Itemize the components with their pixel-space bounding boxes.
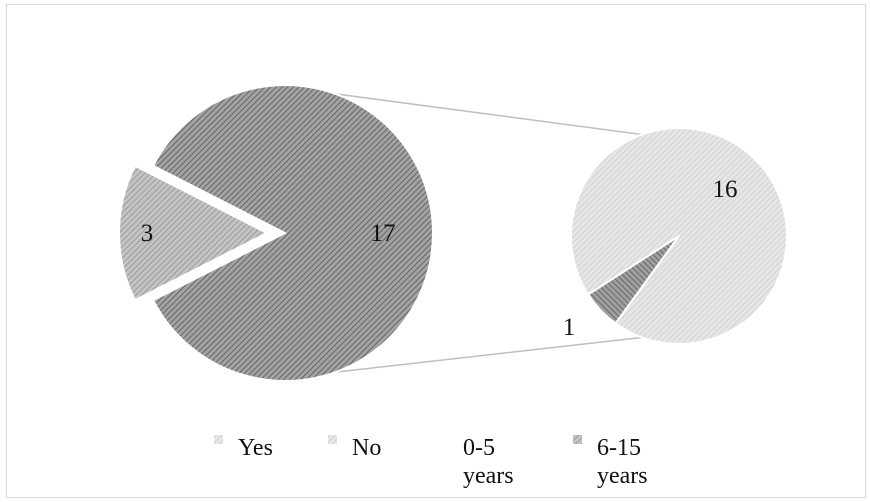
legend-swatch	[439, 435, 448, 444]
connector-line-top	[335, 93, 643, 136]
pie-slice-3	[117, 164, 270, 302]
primary-pie	[117, 84, 434, 382]
legend-label: years	[463, 463, 514, 489]
secondary-pie	[570, 127, 788, 345]
chart-frame: 3 17 16 1 Yes No 0-5 years 6-15 years	[6, 4, 866, 498]
data-labels: 3 17 16 1	[141, 176, 738, 341]
pie-slice-1	[586, 235, 680, 325]
legend-item-2: No	[328, 435, 381, 461]
legend-swatch	[328, 435, 337, 444]
legend-swatch	[214, 435, 223, 444]
legend-label: Yes	[238, 435, 273, 461]
legend-label: years	[597, 463, 648, 489]
connector-line-bottom	[335, 336, 643, 373]
data-label-17: 17	[371, 220, 396, 247]
legend-label: No	[352, 435, 381, 461]
pie-slice-17	[151, 84, 434, 382]
pie-connectors	[335, 93, 643, 373]
data-label-3: 3	[141, 220, 154, 247]
data-label-16: 16	[713, 176, 738, 203]
legend-label: 0-5	[463, 435, 495, 461]
legend-label: 6-15	[597, 435, 641, 461]
data-label-1: 1	[563, 314, 576, 341]
legend-swatch	[573, 435, 582, 444]
legend-item-1: Yes	[214, 435, 273, 461]
